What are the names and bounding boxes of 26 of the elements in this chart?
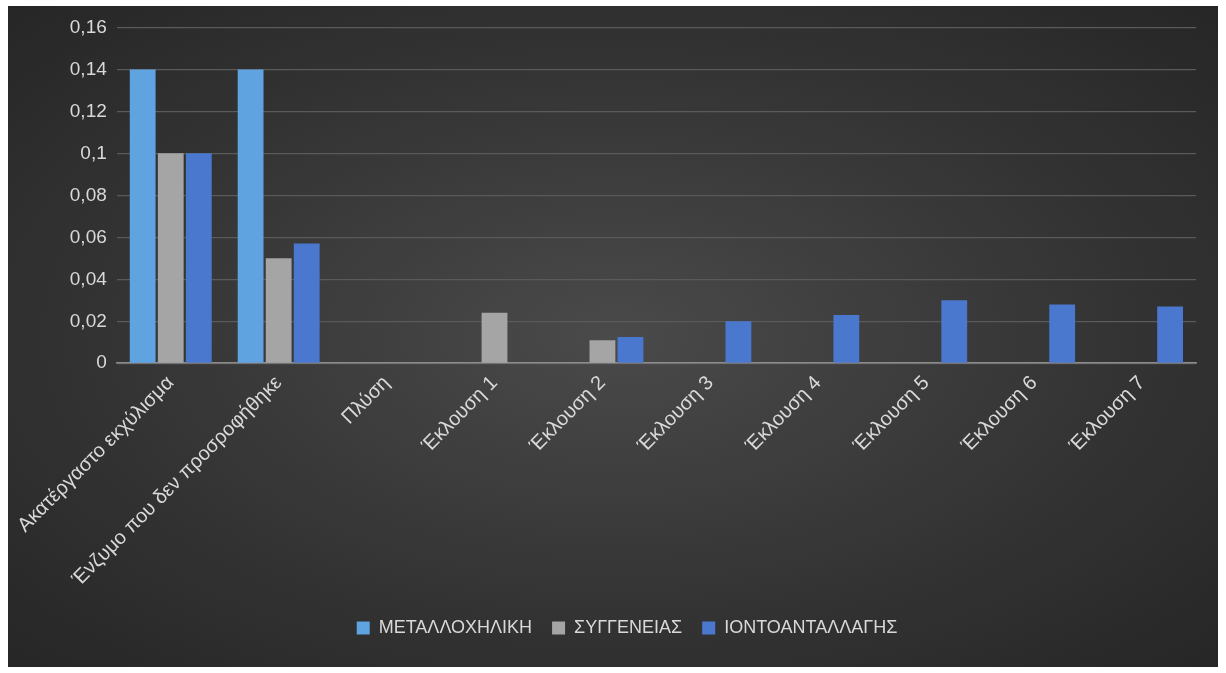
bar bbox=[833, 314, 860, 363]
bar bbox=[157, 153, 184, 363]
y-tick-label: 0 bbox=[96, 351, 107, 373]
bar bbox=[265, 258, 292, 363]
y-tick-label: 0,06 bbox=[69, 225, 107, 247]
legend-label: ΙΟΝΤΟΑΝΤΑΛΛΑΓΗΣ bbox=[724, 616, 898, 637]
bar bbox=[725, 321, 752, 363]
bar bbox=[941, 300, 968, 363]
bar bbox=[237, 69, 264, 363]
y-tick-label: 0,14 bbox=[69, 57, 108, 79]
bar bbox=[589, 340, 616, 363]
y-tick-label: 0,04 bbox=[69, 267, 108, 289]
bar bbox=[129, 69, 156, 363]
y-tick-label: 0,02 bbox=[69, 309, 107, 331]
legend-label: ΣΥΓΓΕΝΕΙΑΣ bbox=[574, 616, 683, 637]
bar bbox=[617, 337, 644, 363]
bar bbox=[293, 243, 320, 363]
bar bbox=[1049, 304, 1076, 363]
y-tick-label: 0,16 bbox=[69, 15, 107, 37]
y-tick-label: 0,08 bbox=[69, 183, 107, 205]
legend-label: ΜΕΤΑΛΛΟΧΗΛΙΚΗ bbox=[378, 616, 533, 637]
y-tick-label: 0,1 bbox=[80, 141, 107, 163]
bar bbox=[185, 153, 212, 363]
y-tick-label: 0,12 bbox=[69, 99, 107, 121]
bar bbox=[1157, 306, 1184, 363]
bar bbox=[481, 312, 508, 363]
